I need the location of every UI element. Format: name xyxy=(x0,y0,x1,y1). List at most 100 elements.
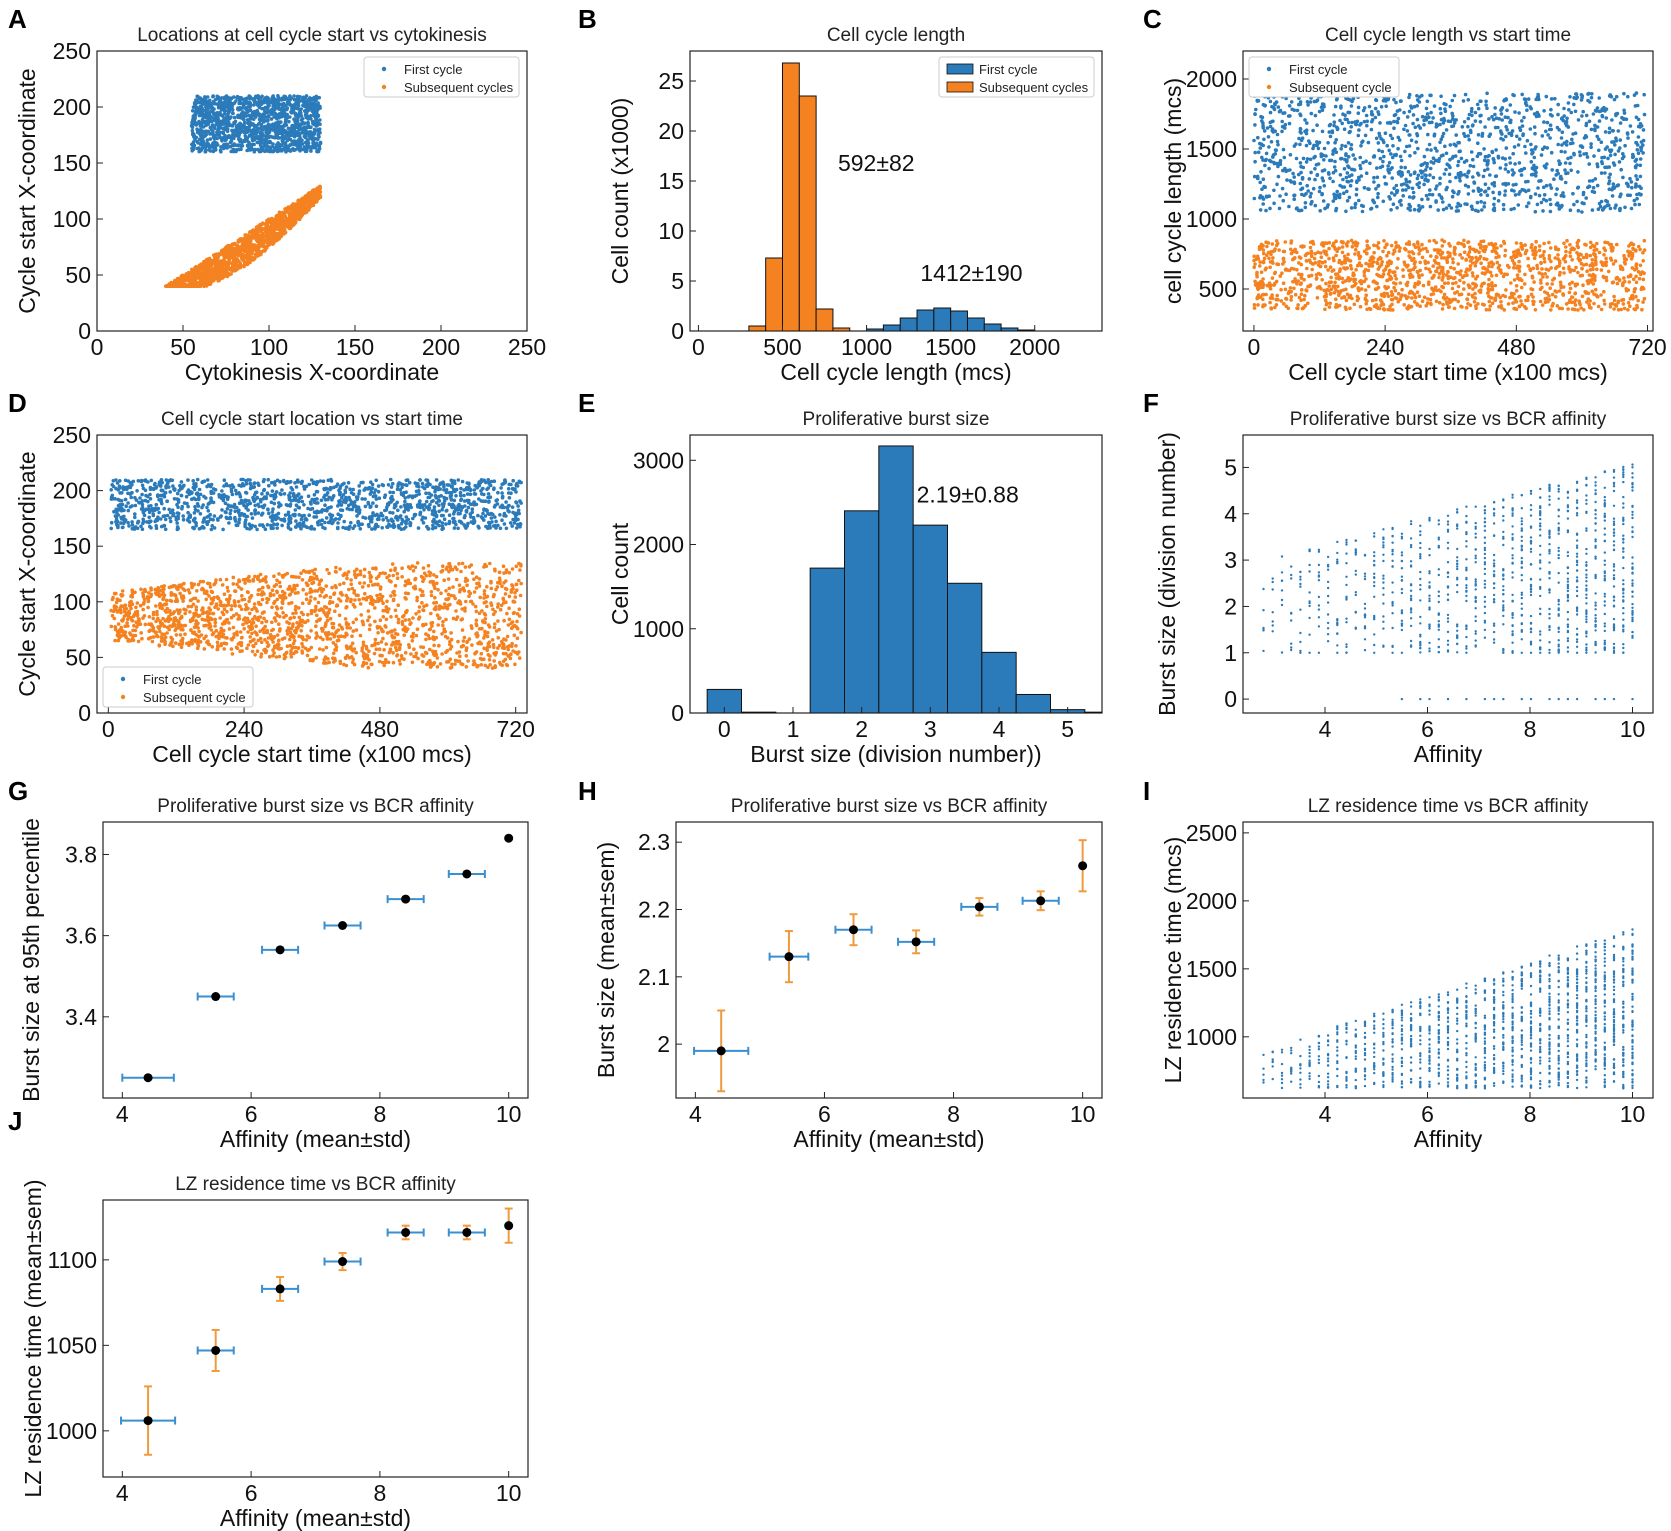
data-point xyxy=(285,138,290,142)
data-point xyxy=(1511,183,1516,187)
data-point xyxy=(240,252,245,257)
data-point xyxy=(1285,168,1290,173)
data-point xyxy=(1272,188,1276,193)
data-point xyxy=(1374,136,1379,141)
data-point xyxy=(1438,181,1442,186)
data-point xyxy=(1584,121,1589,126)
data-point xyxy=(238,130,243,135)
data-point xyxy=(290,147,295,152)
bar xyxy=(899,317,918,331)
data-point xyxy=(1628,124,1633,128)
data-point xyxy=(1382,175,1387,179)
data-point xyxy=(1504,183,1508,187)
data-point xyxy=(1505,128,1509,132)
data-point xyxy=(1544,183,1549,188)
data-point xyxy=(269,117,274,121)
data-point xyxy=(297,216,302,220)
data-point xyxy=(1534,174,1538,178)
data-point xyxy=(308,198,312,202)
data-point xyxy=(1412,104,1417,109)
data-point xyxy=(272,147,277,151)
data-point xyxy=(1448,179,1452,184)
data-point xyxy=(1622,276,1626,280)
data-point xyxy=(1353,205,1357,210)
data-point xyxy=(1589,142,1593,146)
data-point xyxy=(197,119,201,124)
data-point xyxy=(1618,121,1623,125)
data-point xyxy=(283,140,288,145)
data-point xyxy=(1523,97,1528,102)
data-point xyxy=(1532,163,1536,168)
data-point xyxy=(200,146,205,150)
data-point xyxy=(272,96,276,101)
data-point xyxy=(1532,155,1537,160)
data-point xyxy=(1554,192,1558,197)
data-point xyxy=(1549,186,1554,190)
data-point xyxy=(1413,125,1418,130)
data-point xyxy=(1282,155,1287,160)
data-point xyxy=(1499,300,1503,304)
data-point xyxy=(1634,294,1638,299)
data-point xyxy=(217,133,222,138)
data-point xyxy=(1298,142,1302,147)
data-point xyxy=(1476,171,1480,176)
data-point xyxy=(1320,192,1324,197)
data-point xyxy=(1534,97,1538,102)
x-tick-label: 150 xyxy=(336,334,374,360)
data-point xyxy=(232,101,237,105)
data-point xyxy=(1296,303,1300,307)
data-point xyxy=(267,100,271,105)
data-point xyxy=(262,238,267,243)
data-point xyxy=(1329,158,1334,163)
data-point xyxy=(1436,250,1440,255)
data-point xyxy=(310,202,314,207)
data-point xyxy=(1544,94,1549,99)
data-point xyxy=(1314,163,1319,167)
data-point xyxy=(1267,166,1271,171)
data-point xyxy=(1405,144,1409,149)
data-point xyxy=(294,121,299,126)
data-point xyxy=(223,138,228,143)
data-point xyxy=(1584,262,1589,267)
data-point xyxy=(1611,280,1616,285)
data-point xyxy=(1589,127,1594,132)
data-point xyxy=(1418,169,1423,173)
data-point xyxy=(1599,140,1604,144)
data-point xyxy=(1522,166,1527,171)
data-point xyxy=(213,97,218,102)
data-point xyxy=(1533,131,1537,136)
data-point xyxy=(1595,106,1600,110)
data-point xyxy=(1341,177,1345,182)
data-point xyxy=(1366,284,1371,289)
data-point xyxy=(1309,191,1313,196)
data-point xyxy=(1300,175,1305,180)
data-point xyxy=(1348,306,1352,311)
data-point xyxy=(1413,170,1417,174)
data-point xyxy=(1308,157,1313,162)
data-point xyxy=(1545,120,1550,125)
data-point xyxy=(1292,175,1296,179)
data-point xyxy=(1409,138,1414,143)
data-point xyxy=(240,106,245,110)
data-point xyxy=(1441,200,1445,204)
data-point xyxy=(1452,121,1457,125)
data-point xyxy=(1370,119,1374,124)
data-point xyxy=(1404,188,1408,192)
data-point xyxy=(312,192,317,196)
data-point xyxy=(1392,186,1396,191)
data-point xyxy=(1501,182,1505,186)
data-point xyxy=(1428,173,1432,177)
data-point xyxy=(1278,108,1283,113)
data-point xyxy=(1448,143,1453,147)
data-point xyxy=(1287,204,1291,209)
data-point xyxy=(1502,98,1507,102)
data-point xyxy=(1425,301,1430,305)
data-point xyxy=(283,94,288,99)
data-point xyxy=(1427,239,1432,243)
data-point xyxy=(1576,118,1581,122)
data-point xyxy=(1450,98,1455,103)
data-point xyxy=(264,135,269,139)
data-point xyxy=(213,253,217,257)
data-point xyxy=(252,97,257,101)
